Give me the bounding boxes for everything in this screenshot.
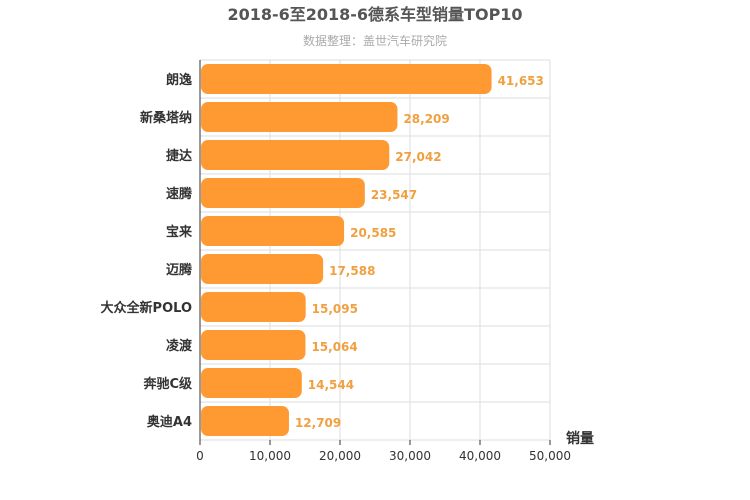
value-label-5: 17,588 (329, 264, 375, 278)
value-label-6: 15,095 (312, 302, 358, 316)
grid-lines (199, 59, 551, 441)
bar-5 (201, 254, 324, 284)
bars (201, 64, 492, 436)
value-label-2: 27,042 (395, 150, 441, 164)
value-label-1: 28,209 (403, 112, 449, 126)
category-label-6: 大众全新POLO (101, 300, 192, 316)
x-tick-label-1: 10,000 (249, 449, 291, 463)
category-label-1: 新桑塔纳 (140, 110, 192, 126)
bar-4 (201, 216, 345, 246)
x-tick-labels: 0 10,000 20,000 30,000 40,000 50,000 (196, 440, 571, 463)
x-tick-label-3: 30,000 (389, 449, 431, 463)
x-tick-label-0: 0 (196, 449, 204, 463)
x-tick-label-4: 40,000 (459, 449, 501, 463)
category-label-4: 宝来 (166, 224, 193, 240)
value-label-8: 14,544 (308, 378, 354, 392)
bar-2 (201, 140, 390, 170)
value-label-9: 12,709 (295, 416, 341, 430)
value-label-3: 23,547 (371, 188, 417, 202)
value-label-7: 15,064 (311, 340, 357, 354)
chart-title: 2018-6至2018-6德系车型销量TOP10 (227, 5, 522, 24)
category-label-7: 凌渡 (166, 338, 193, 354)
bar-1 (201, 102, 398, 132)
chart-subtitle: 数据整理：盖世汽车研究院 (303, 33, 447, 48)
bar-8 (201, 368, 302, 398)
value-labels: 41,653 28,209 27,042 23,547 20,585 17,588 15,0… (295, 74, 544, 430)
bar-3 (201, 178, 365, 208)
bar-0 (201, 64, 492, 94)
bar-7 (201, 330, 306, 360)
bar-9 (201, 406, 289, 436)
category-label-0: 朗逸 (166, 72, 192, 88)
x-axis-title: 销量 (566, 430, 594, 447)
value-label-0: 41,653 (498, 74, 544, 88)
category-label-5: 迈腾 (166, 262, 193, 278)
x-tick-label-5: 50,000 (529, 449, 571, 463)
x-tick-label-2: 20,000 (319, 449, 361, 463)
category-label-3: 速腾 (166, 186, 193, 202)
bar-6 (201, 292, 306, 322)
category-label-9: 奥迪A4 (147, 414, 192, 430)
category-label-2: 捷达 (166, 148, 192, 164)
value-label-4: 20,585 (350, 226, 396, 240)
category-label-8: 奔驰C级 (142, 376, 193, 392)
